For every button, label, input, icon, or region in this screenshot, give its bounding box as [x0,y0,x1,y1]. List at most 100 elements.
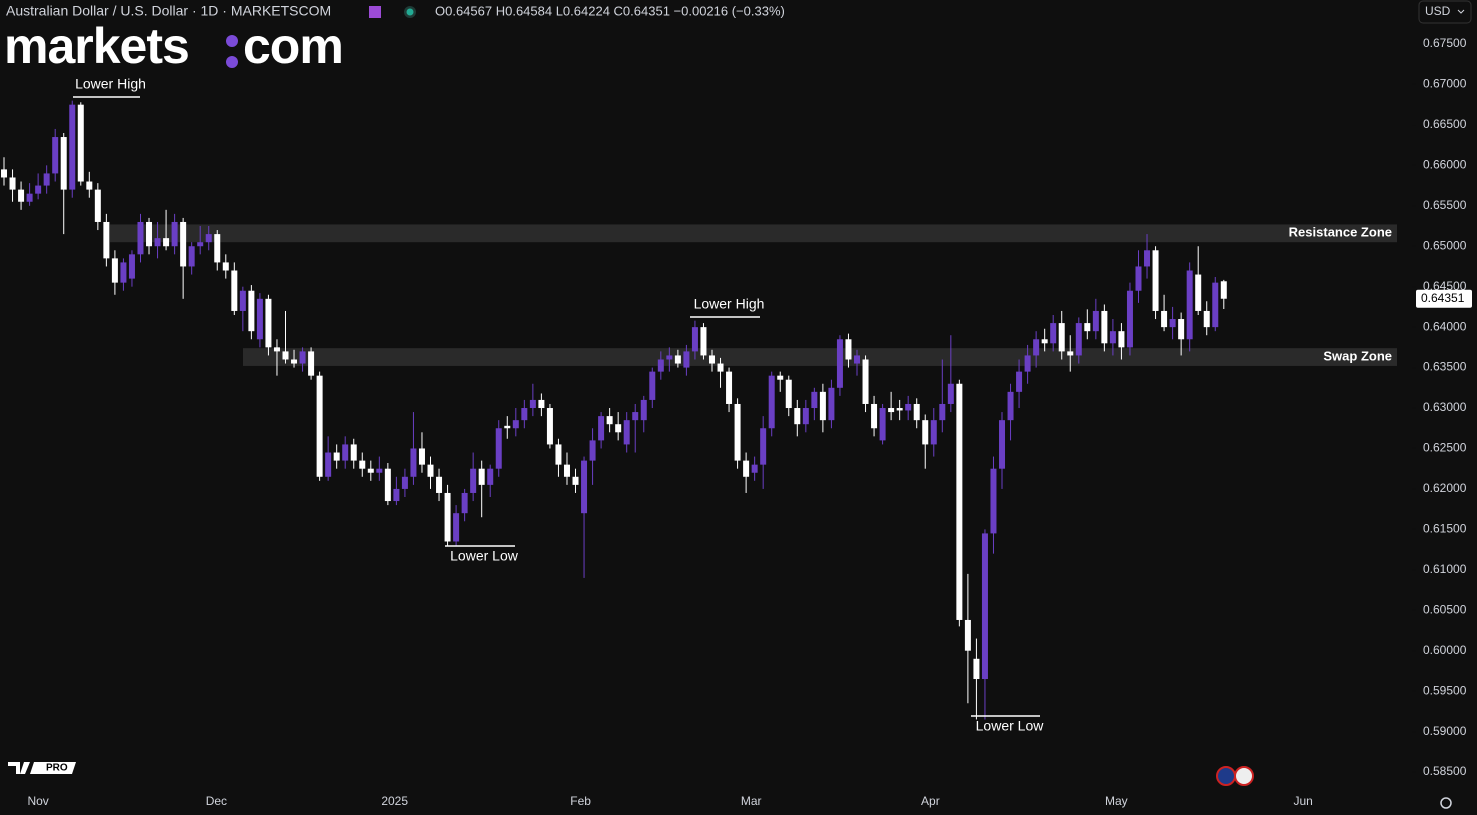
candle-body [845,339,852,360]
candle-body [1169,319,1176,328]
y-tick-label: 0.58500 [1423,764,1467,778]
candle-body [632,412,639,421]
candle-body [26,193,33,202]
brand-dot [226,35,238,47]
candle-body [214,234,221,263]
y-tick-label: 0.63000 [1423,400,1467,414]
flag-au [1216,766,1236,786]
candle-body [77,104,84,182]
candle-body [649,371,656,400]
candle-body [751,464,758,473]
candle-body [1109,331,1116,344]
candle-body [111,258,118,283]
annotation: Lower High [75,76,146,92]
candle-body [905,403,912,411]
candle-body [222,262,229,271]
candle-body [171,221,178,247]
candle-body [18,189,25,202]
y-tick-label: 0.64000 [1423,319,1467,333]
candle-body [896,408,903,411]
candle-body [410,448,417,477]
candle-body [418,448,425,465]
candle-body [393,488,400,502]
y-tick-label: 0.66500 [1423,117,1467,131]
candle-body [188,246,195,267]
candle-body [1,169,8,178]
candle-body [1126,290,1133,348]
y-tick-label: 0.63500 [1423,360,1467,374]
plot [1,100,1397,720]
candle-body [470,468,477,493]
candle-body [879,408,886,441]
candle-body [981,533,988,680]
candle-body [265,298,272,348]
candle-body [137,221,144,255]
candle-body [94,189,101,222]
x-tick-label: Apr [921,794,940,808]
tv-logo [8,762,30,774]
candle-body [743,460,750,477]
candle-body [239,290,246,311]
candle-body [1195,274,1202,311]
candle-body [999,420,1006,469]
candle-body [478,468,485,485]
candle-body [819,391,826,421]
currency-button[interactable] [1418,0,1472,24]
candle-body [1118,331,1125,348]
candle-body [836,339,843,388]
candle-body [273,347,280,352]
candle-body [1067,351,1074,356]
y-tick-label: 0.66000 [1423,158,1467,172]
candle-body [1041,339,1048,344]
candle-body [1161,310,1168,328]
candle-body [922,420,929,445]
candle-body [197,242,204,247]
candle-body [1212,282,1219,328]
candle-body [589,440,596,461]
settings-icon[interactable] [1440,797,1452,809]
candle-body [973,658,980,680]
candle-body [43,173,50,186]
candle-body [760,428,767,465]
candle-body [282,351,289,360]
candle-body [60,137,67,190]
currency: USD [1425,4,1451,18]
candle-body [359,460,366,469]
candle-body [1058,323,1065,352]
x-tick-label: Mar [741,794,762,808]
candle-body [956,383,963,620]
candle-body [427,464,434,477]
candle-body [581,460,588,514]
y-tick-label: 0.59500 [1423,683,1467,697]
candle-body [939,403,946,421]
candle-body [291,359,298,364]
brand-right: com [243,18,343,74]
y-tick-label: 0.59000 [1423,724,1467,738]
candle-body [546,408,553,445]
candle-body [128,254,135,279]
candle-body [512,420,519,429]
tv-badge: PRO [46,763,68,774]
y-tick-label: 0.64500 [1423,279,1467,293]
price-label-bg [1416,289,1472,308]
candle-body [930,420,937,445]
candle-body [1075,323,1082,356]
candle-body [1092,310,1099,332]
candle-body [606,416,613,425]
y-tick-label: 0.61500 [1423,522,1467,536]
candle-body [1101,310,1108,344]
x-tick-label: Feb [570,794,591,808]
candle-body [640,399,647,421]
annotation: Lower Low [976,718,1045,734]
y-tick-label: 0.62000 [1423,481,1467,495]
candle-body [888,408,895,413]
candle-body [146,221,153,247]
candle-body [794,408,801,425]
candle-body [563,464,570,477]
candle-body [521,408,528,421]
candle-body [777,375,784,380]
candle-body [1220,281,1227,299]
candle-body [1016,371,1023,392]
candle-body [683,351,690,368]
